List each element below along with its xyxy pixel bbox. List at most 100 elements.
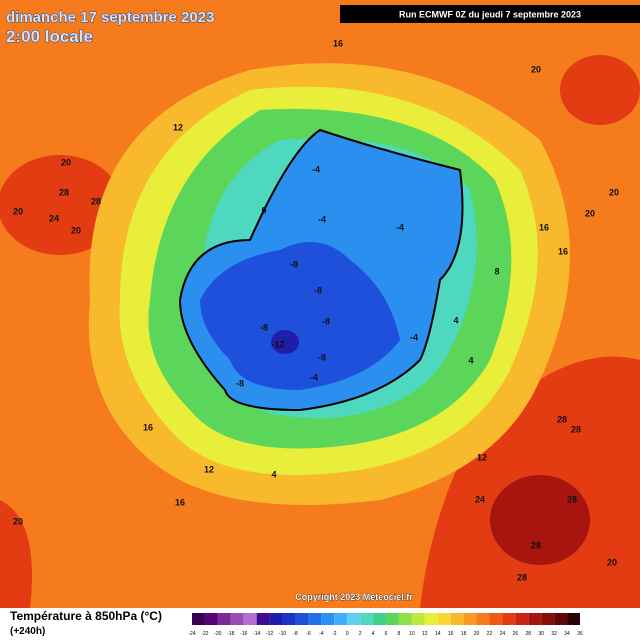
contour-label: 16 xyxy=(175,497,185,507)
contour-label: 20 xyxy=(585,208,595,218)
legend-swatch xyxy=(256,613,270,625)
legend-swatch xyxy=(308,613,322,625)
contour-label: 20 xyxy=(13,516,23,526)
legend-tick-label: 22 xyxy=(487,631,493,637)
legend-title: Température à 850hPa (°C) xyxy=(10,609,162,623)
copyright: Copyright 2023 Meteociel.fr xyxy=(295,592,413,602)
legend-swatch xyxy=(489,613,503,625)
legend-tick-label: 36 xyxy=(577,631,583,637)
run-label: Run ECMWF 0Z du jeudi 7 septembre 2023 xyxy=(399,9,581,19)
legend-tick-label: 18 xyxy=(461,631,467,637)
legend-tick-label: 32 xyxy=(551,631,557,637)
contour-label: 28 xyxy=(567,494,577,504)
legend-tick-label: 6 xyxy=(385,631,388,637)
contour-label: -4 xyxy=(318,214,326,224)
legend-swatch xyxy=(334,613,348,625)
contour-label: 16 xyxy=(143,422,153,432)
legend-swatch xyxy=(528,613,542,625)
contour-label: 20 xyxy=(609,187,619,197)
legend-tick-label: 10 xyxy=(409,631,415,637)
contour-label: -8 xyxy=(260,322,268,332)
contour-label: 24 xyxy=(49,213,59,223)
contour-label: 28 xyxy=(91,196,101,206)
contour-label: -8 xyxy=(236,378,244,388)
legend-tick-label: 4 xyxy=(372,631,375,637)
legend-swatch xyxy=(437,613,451,625)
legend-tick-label: -6 xyxy=(306,631,311,637)
legend-swatch xyxy=(386,613,399,625)
warm-area xyxy=(560,55,640,125)
contour-label: 28 xyxy=(517,572,527,582)
legend-tick-label: 14 xyxy=(435,631,441,637)
legend-swatch xyxy=(463,613,477,625)
legend-tick-label: -14 xyxy=(253,631,260,637)
contour-label: 24 xyxy=(475,494,485,504)
temperature-field xyxy=(0,55,640,608)
legend-swatch xyxy=(554,613,568,625)
contour-label: -8 xyxy=(290,259,298,269)
legend-tick-label: 30 xyxy=(538,631,544,637)
legend-tick-label: -12 xyxy=(266,631,273,637)
legend-tick-label: -18 xyxy=(227,631,234,637)
legend-swatch xyxy=(360,613,374,625)
legend-tick-label: -16 xyxy=(240,631,247,637)
contour-label: 20 xyxy=(13,206,23,216)
contour-label: -4 xyxy=(396,222,404,232)
legend-lead: (+240h) xyxy=(10,626,45,637)
legend-swatch xyxy=(424,613,438,625)
legend-tick-label: -8 xyxy=(293,631,298,637)
contour-label: 4 xyxy=(468,355,473,365)
contour-label: -12 xyxy=(271,339,284,349)
contour-label: 16 xyxy=(558,246,568,256)
legend-swatch xyxy=(476,613,490,625)
legend-tick-label: -2 xyxy=(332,631,337,637)
map-time: 2:00 locale xyxy=(6,27,93,46)
hot-core xyxy=(490,475,590,565)
legend-tick-label: 0 xyxy=(346,631,349,637)
legend-swatch xyxy=(204,613,218,625)
legend-tick-label: 8 xyxy=(398,631,401,637)
legend-swatch xyxy=(541,613,555,625)
warm-area xyxy=(0,155,122,255)
legend-tick-label: 28 xyxy=(525,631,531,637)
contour-label: -8 xyxy=(318,352,326,362)
contour-label: -4 xyxy=(410,332,418,342)
contour-label: 16 xyxy=(539,222,549,232)
legend-swatch xyxy=(567,613,580,625)
legend-tick-label: 20 xyxy=(474,631,480,637)
legend-swatch xyxy=(411,613,425,625)
contour-label: 28 xyxy=(531,540,541,550)
legend-swatch xyxy=(269,613,283,625)
legend-swatch xyxy=(243,613,257,625)
contour-label: -4 xyxy=(312,164,320,174)
legend-swatch xyxy=(450,613,464,625)
contour-label: 0 xyxy=(261,205,266,215)
legend-swatch xyxy=(282,613,296,625)
contour-label: -8 xyxy=(314,285,322,295)
contour-label: 12 xyxy=(477,452,487,462)
contour-label: 20 xyxy=(61,157,71,167)
legend-swatch xyxy=(230,613,244,625)
legend-tick-label: -22 xyxy=(201,631,208,637)
legend-tick-label: 26 xyxy=(513,631,519,637)
contour-label: 4 xyxy=(453,315,458,325)
contour-label: 20 xyxy=(71,225,81,235)
contour-label: -8 xyxy=(322,316,330,326)
legend-tick-label: 12 xyxy=(422,631,428,637)
legend-tick-label: -20 xyxy=(214,631,221,637)
legend-swatch xyxy=(373,613,386,625)
legend-tick-label: 16 xyxy=(448,631,454,637)
contour-label: 28 xyxy=(59,187,69,197)
legend-swatch xyxy=(295,613,309,625)
legend-tick-label: -10 xyxy=(279,631,286,637)
legend-tick-label: 2 xyxy=(359,631,362,637)
contour-label: 28 xyxy=(571,424,581,434)
legend-tick-label: -24 xyxy=(188,631,195,637)
very-cold-area xyxy=(200,242,400,390)
legend-tick-label: 34 xyxy=(564,631,570,637)
contour-label: 28 xyxy=(557,414,567,424)
contour-label: 12 xyxy=(173,122,183,132)
contour-label: 8 xyxy=(494,266,499,276)
cold-core xyxy=(271,330,299,354)
